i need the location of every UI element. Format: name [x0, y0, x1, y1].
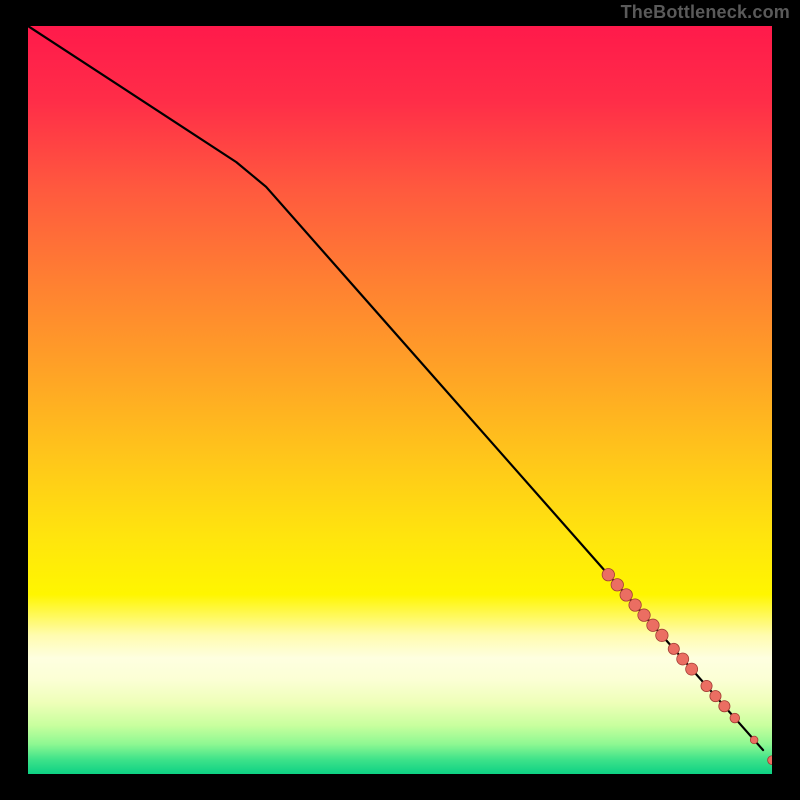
- data-marker: [750, 736, 758, 744]
- data-marker: [620, 589, 632, 601]
- data-marker: [677, 653, 689, 665]
- data-marker: [602, 568, 614, 580]
- gradient-background: [28, 26, 772, 774]
- data-marker: [710, 691, 721, 702]
- data-marker: [629, 599, 641, 611]
- watermark-text: TheBottleneck.com: [621, 2, 790, 23]
- data-marker: [647, 619, 659, 631]
- data-marker: [638, 609, 650, 621]
- data-marker: [656, 629, 668, 641]
- data-marker: [668, 643, 679, 654]
- data-marker: [701, 680, 712, 691]
- plot-area: [28, 26, 772, 774]
- data-marker: [719, 701, 730, 712]
- figure-frame: TheBottleneck.com: [0, 0, 800, 800]
- data-marker: [686, 663, 698, 675]
- data-marker: [611, 579, 623, 591]
- data-marker: [730, 713, 740, 723]
